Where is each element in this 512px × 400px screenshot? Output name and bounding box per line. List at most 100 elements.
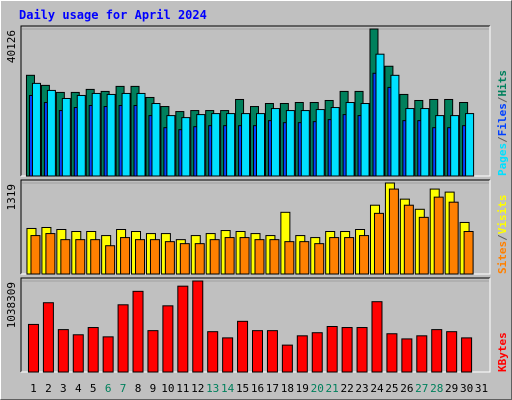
x-tick-label: 18 <box>281 382 294 395</box>
bar <box>344 237 355 275</box>
legend-entry: Pages <box>496 143 509 176</box>
bar <box>211 113 221 177</box>
y-tick-label: 1038309 <box>5 282 18 328</box>
bar <box>61 97 71 177</box>
x-tick-label: 16 <box>251 382 264 395</box>
bar <box>241 113 251 177</box>
bar <box>299 241 310 275</box>
legend-separator: / <box>496 234 509 241</box>
x-tick-label: 4 <box>75 382 82 395</box>
legend-entry: Sites <box>496 241 509 274</box>
bar <box>315 109 325 177</box>
x-tick-label: 3 <box>60 382 67 395</box>
plot-border-dark <box>20 179 490 274</box>
legend-separator: / <box>496 96 509 103</box>
bar <box>463 231 474 275</box>
bar <box>121 92 131 177</box>
bar <box>296 335 308 373</box>
x-tick-label: 31 <box>475 382 488 395</box>
legend: Pages/Files/Hits <box>496 70 509 176</box>
bar <box>149 239 160 275</box>
bar <box>151 103 161 177</box>
x-tick-label: 26 <box>400 382 413 395</box>
bar <box>177 285 189 373</box>
x-tick-label: 5 <box>90 382 97 395</box>
bar <box>450 115 460 177</box>
bar <box>281 344 293 373</box>
bar <box>57 329 69 373</box>
bar <box>31 82 41 177</box>
x-tick-label: 6 <box>105 382 112 395</box>
legend-separator: / <box>496 136 509 143</box>
bar <box>224 237 235 275</box>
legend-entry: Files <box>496 103 509 136</box>
bar <box>431 329 443 373</box>
bar <box>136 92 146 177</box>
bar <box>329 237 340 275</box>
bar <box>356 327 368 373</box>
bar <box>135 239 146 275</box>
bar <box>181 117 191 177</box>
bar <box>30 235 41 275</box>
bar <box>117 304 129 373</box>
bar <box>465 113 475 177</box>
bar <box>76 94 86 177</box>
y-tick-label: 40126 <box>5 30 18 63</box>
bar <box>166 115 176 177</box>
bar <box>91 92 101 177</box>
bar <box>239 237 250 275</box>
bar <box>266 330 278 373</box>
bar <box>326 325 338 373</box>
bar <box>314 243 325 275</box>
bar <box>179 243 190 275</box>
x-tick-label: 2 <box>45 382 52 395</box>
x-tick-label: 15 <box>236 382 249 395</box>
bar <box>284 241 295 275</box>
chart-title: Daily usage for April 2024 <box>19 8 207 22</box>
bar <box>311 332 323 373</box>
bar <box>226 113 236 177</box>
bar <box>330 107 340 177</box>
bar <box>75 239 86 275</box>
bar <box>269 239 280 275</box>
x-tick-label: 12 <box>191 382 204 395</box>
bar <box>254 239 265 275</box>
bar <box>192 280 204 373</box>
bar <box>401 338 413 373</box>
bar <box>360 103 370 177</box>
bar <box>341 327 353 373</box>
bar <box>416 335 428 373</box>
x-tick-label: 8 <box>135 382 142 395</box>
bar <box>194 243 205 275</box>
x-tick-label: 24 <box>370 382 384 395</box>
bar <box>285 110 295 177</box>
bar <box>345 102 355 177</box>
bar <box>102 336 114 373</box>
bar <box>45 233 56 275</box>
legend: Sites/Visits <box>496 195 509 275</box>
bar <box>256 113 265 177</box>
bar <box>72 334 84 373</box>
legend-entry: KBytes <box>496 332 509 372</box>
bar <box>405 108 415 177</box>
bar <box>375 53 385 177</box>
x-tick-label: 22 <box>340 382 353 395</box>
bar <box>106 93 116 177</box>
bar <box>252 330 263 373</box>
bar <box>222 337 234 373</box>
x-tick-label: 21 <box>326 382 339 395</box>
bar <box>132 290 144 373</box>
x-tick-label: 14 <box>221 382 235 395</box>
x-tick-label: 30 <box>460 382 473 395</box>
legend-entry: Hits <box>496 70 509 97</box>
x-tick-label: 9 <box>150 382 157 395</box>
x-tick-label: 1 <box>30 382 37 395</box>
bar <box>446 331 458 373</box>
x-tick-label: 13 <box>206 382 219 395</box>
bar <box>390 74 400 177</box>
bar <box>60 239 71 275</box>
bar <box>207 331 219 373</box>
